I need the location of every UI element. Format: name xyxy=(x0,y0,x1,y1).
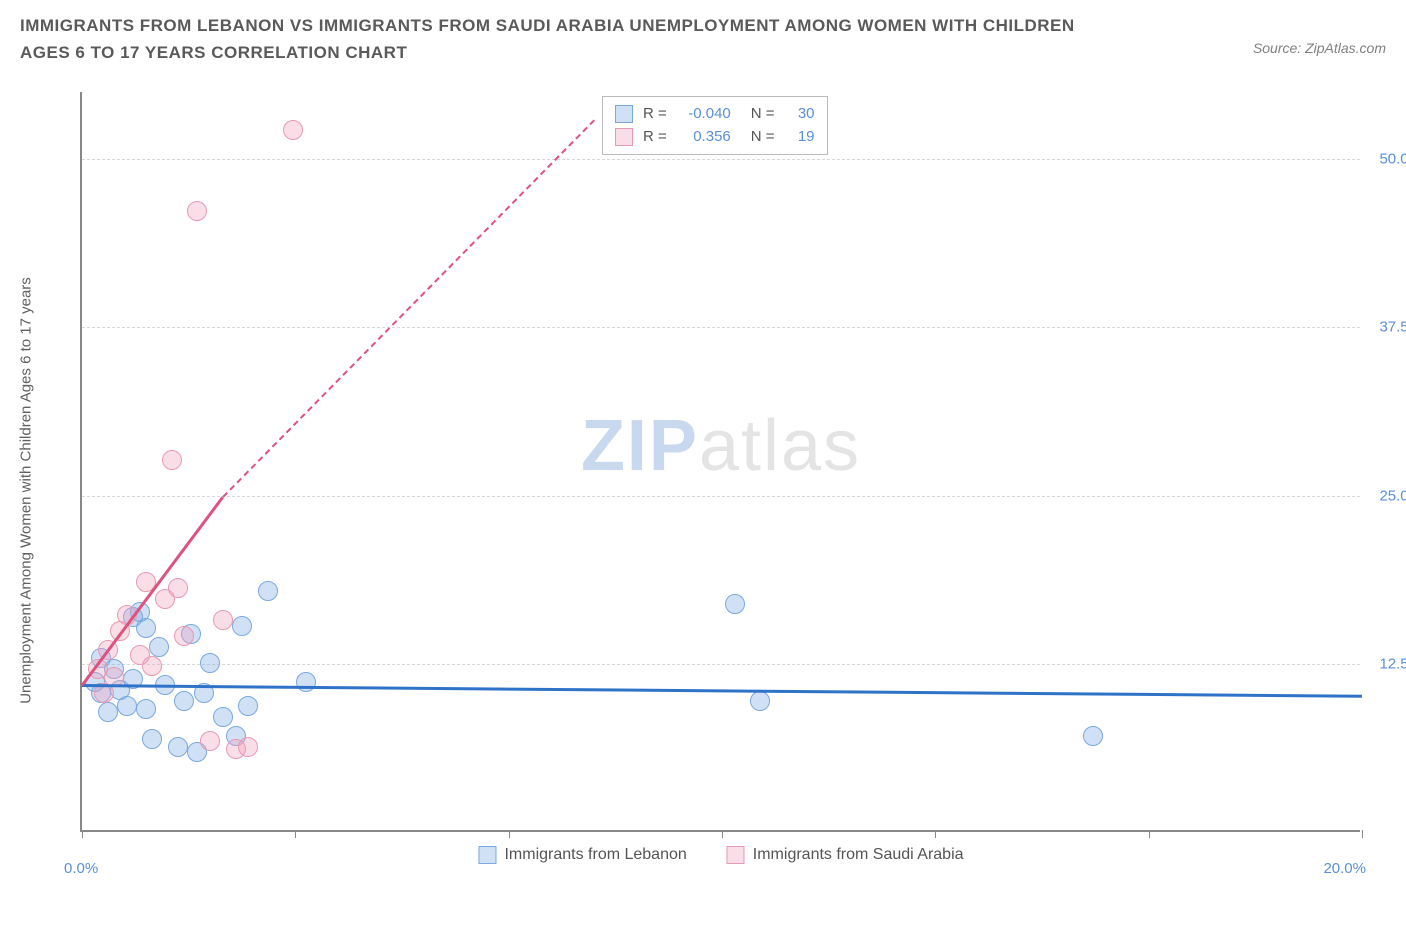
x-tick xyxy=(509,830,510,838)
stats-swatch-icon xyxy=(615,128,633,146)
stat-r-value: -0.040 xyxy=(677,103,731,126)
data-point xyxy=(200,731,220,751)
gridline xyxy=(82,664,1360,665)
x-tick xyxy=(935,830,936,838)
data-point xyxy=(117,696,137,716)
data-point xyxy=(1083,726,1103,746)
plot-area: ZIPatlas R =-0.040N =30R =0.356N =19 0.0… xyxy=(80,92,1360,832)
bottom-legend: Immigrants from Lebanon Immigrants from … xyxy=(478,846,963,864)
stat-r-label: R = xyxy=(643,103,667,126)
chart-title: IMMIGRANTS FROM LEBANON VS IMMIGRANTS FR… xyxy=(20,12,1120,66)
data-point xyxy=(168,737,188,757)
trend-line xyxy=(82,684,1362,698)
data-point xyxy=(213,610,233,630)
stat-r-label: R = xyxy=(643,126,667,149)
gridline xyxy=(82,327,1360,328)
x-tick xyxy=(295,830,296,838)
data-point xyxy=(168,578,188,598)
legend-label: Immigrants from Lebanon xyxy=(504,846,686,864)
y-axis-label: Unemployment Among Women with Children A… xyxy=(18,277,35,704)
legend-swatch-icon xyxy=(478,846,496,864)
gridline xyxy=(82,496,1360,497)
stats-swatch-icon xyxy=(615,105,633,123)
data-point xyxy=(283,120,303,140)
trend-line-dashed xyxy=(222,119,595,497)
data-point xyxy=(149,637,169,657)
y-tick-label: 25.0% xyxy=(1379,487,1406,504)
watermark-atlas: atlas xyxy=(699,406,861,486)
watermark: ZIPatlas xyxy=(581,405,861,487)
x-tick xyxy=(722,830,723,838)
data-point xyxy=(200,653,220,673)
stat-n-label: N = xyxy=(751,103,775,126)
stats-box: R = -0.040 N = 30 R = 0.356 N = 19 xyxy=(602,96,828,155)
data-point xyxy=(750,691,770,711)
x-tick-max: 20.0% xyxy=(1323,860,1366,877)
data-point xyxy=(136,618,156,638)
data-point xyxy=(296,672,316,692)
data-point xyxy=(98,702,118,722)
x-tick xyxy=(1362,830,1363,838)
y-tick-label: 37.5% xyxy=(1379,319,1406,336)
legend-item-saudi: Immigrants from Saudi Arabia xyxy=(727,846,964,864)
y-tick-label: 50.0% xyxy=(1379,151,1406,168)
stat-n-label: N = xyxy=(751,126,775,149)
data-point xyxy=(725,594,745,614)
data-point xyxy=(238,737,258,757)
data-point xyxy=(232,616,252,636)
stat-n-value: 19 xyxy=(785,126,815,149)
x-tick xyxy=(1149,830,1150,838)
legend-label: Immigrants from Saudi Arabia xyxy=(753,846,964,864)
y-tick-label: 12.5% xyxy=(1379,655,1406,672)
chart-header: IMMIGRANTS FROM LEBANON VS IMMIGRANTS FR… xyxy=(0,0,1406,74)
data-point xyxy=(213,707,233,727)
x-tick xyxy=(82,830,83,838)
gridline xyxy=(82,159,1360,160)
data-point xyxy=(174,691,194,711)
stats-row: R = -0.040 N = 30 xyxy=(615,103,815,126)
stat-n-value: 30 xyxy=(785,103,815,126)
data-point xyxy=(142,656,162,676)
stats-row: R = 0.356 N = 19 xyxy=(615,126,815,149)
data-point xyxy=(162,450,182,470)
data-point xyxy=(187,201,207,221)
x-tick-min: 0.0% xyxy=(64,860,98,877)
stat-r-value: 0.356 xyxy=(677,126,731,149)
legend-item-lebanon: Immigrants from Lebanon xyxy=(478,846,686,864)
data-point xyxy=(142,729,162,749)
data-point xyxy=(238,696,258,716)
watermark-zip: ZIP xyxy=(581,406,699,486)
data-point xyxy=(258,581,278,601)
legend-swatch-icon xyxy=(727,846,745,864)
chart-container: Unemployment Among Women with Children A… xyxy=(54,92,1386,872)
chart-source: Source: ZipAtlas.com xyxy=(1253,40,1386,56)
data-point xyxy=(174,626,194,646)
data-point xyxy=(136,699,156,719)
